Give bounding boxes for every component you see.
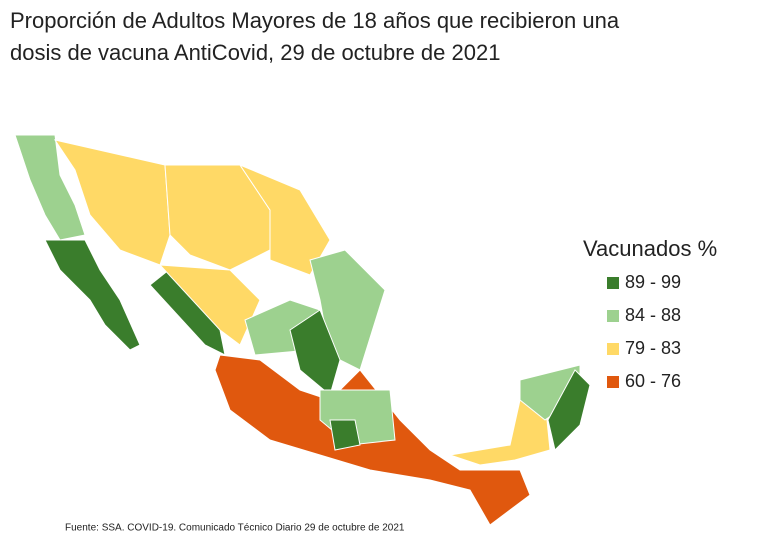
state-region (14, 134, 86, 241)
legend-swatch (607, 376, 619, 388)
legend-label: 60 - 76 (625, 371, 681, 391)
state-region (238, 163, 331, 276)
mexico-map (14, 134, 591, 526)
legend-label: 89 - 99 (625, 272, 681, 292)
source-note: Fuente: SSA. COVID-19. Comunicado Técnic… (65, 523, 405, 534)
legend: 89 - 99 84 - 88 79 - 83 60 - 76 (607, 272, 681, 391)
legend-swatch (607, 277, 619, 289)
state-region (547, 369, 591, 451)
title-line: dosis de vacuna AntiCovid, 29 de octubre… (10, 40, 500, 65)
legend-title: Vacunados % (583, 236, 717, 261)
title-line: Proporción de Adultos Mayores de 18 años… (10, 8, 620, 33)
legend-label: 79 - 83 (625, 338, 681, 358)
state-region (449, 399, 551, 466)
legend-swatch (607, 343, 619, 355)
state-region (289, 309, 341, 396)
legend-swatch (607, 310, 619, 322)
state-region (329, 419, 361, 451)
state-region (44, 239, 141, 351)
legend-label: 84 - 88 (625, 305, 681, 325)
